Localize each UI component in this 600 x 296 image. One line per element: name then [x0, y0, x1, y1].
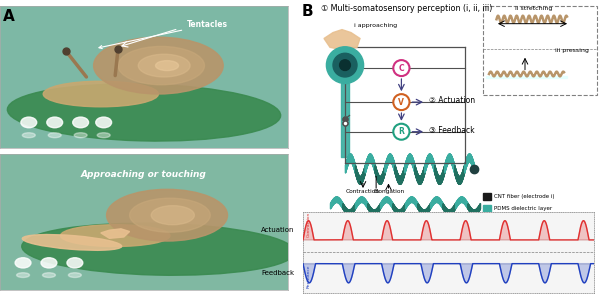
Text: Actuation: Actuation [261, 227, 294, 233]
Text: ① Multi-somatosensory perception (i, ii, iii): ① Multi-somatosensory perception (i, ii,… [321, 4, 493, 13]
Ellipse shape [22, 223, 295, 275]
Ellipse shape [43, 81, 158, 107]
Text: Tentacles: Tentacles [99, 20, 228, 49]
Ellipse shape [22, 133, 35, 138]
Ellipse shape [7, 84, 281, 141]
Ellipse shape [97, 133, 110, 138]
Circle shape [333, 53, 357, 77]
Text: B: B [302, 4, 313, 20]
Text: |: | [373, 176, 378, 189]
Text: PDMS dielectric layer: PDMS dielectric layer [494, 206, 553, 211]
Ellipse shape [118, 46, 205, 85]
Bar [486, 76, 567, 78]
Ellipse shape [43, 273, 55, 277]
Text: ③ Feedback: ③ Feedback [429, 126, 475, 135]
Text: Approaching or touching: Approaching or touching [81, 170, 207, 179]
Text: ② Actuation: ② Actuation [429, 96, 475, 105]
Text: V: V [398, 98, 404, 107]
Text: Elongation: Elongation [373, 189, 404, 194]
Ellipse shape [74, 133, 87, 138]
Text: ii stretching: ii stretching [515, 6, 553, 11]
Circle shape [394, 60, 409, 76]
Ellipse shape [61, 225, 170, 247]
Circle shape [340, 60, 350, 70]
Circle shape [394, 94, 409, 110]
Ellipse shape [96, 117, 112, 128]
Text: CNT fiber (electrode i): CNT fiber (electrode i) [494, 194, 555, 199]
Bar [483, 205, 491, 212]
Ellipse shape [73, 117, 89, 128]
Ellipse shape [15, 258, 31, 268]
Text: Contraction: Contraction [307, 211, 310, 237]
Ellipse shape [94, 37, 223, 94]
Text: PAN nanofibers: PAN nanofibers [494, 218, 536, 223]
Ellipse shape [21, 117, 37, 128]
Ellipse shape [47, 117, 62, 128]
Text: Resistance: Resistance [307, 264, 310, 288]
Bar [483, 193, 491, 200]
Text: Contraction: Contraction [346, 189, 380, 194]
Circle shape [394, 124, 409, 140]
Ellipse shape [68, 273, 82, 277]
Text: Feedback: Feedback [261, 270, 294, 276]
Bar [483, 217, 491, 224]
Circle shape [326, 47, 364, 83]
Text: MXene/CNT (electrode ii): MXene/CNT (electrode ii) [494, 230, 562, 235]
Ellipse shape [41, 258, 57, 268]
Polygon shape [101, 229, 130, 238]
Text: iii pressing: iii pressing [555, 48, 589, 53]
Ellipse shape [138, 54, 190, 77]
Ellipse shape [107, 189, 227, 241]
Ellipse shape [151, 206, 194, 225]
Ellipse shape [22, 234, 122, 250]
Text: i approaching: i approaching [354, 22, 397, 28]
Ellipse shape [48, 133, 61, 138]
Ellipse shape [17, 273, 29, 277]
Text: C: C [398, 64, 404, 73]
Polygon shape [324, 30, 360, 50]
Ellipse shape [67, 258, 83, 268]
Ellipse shape [155, 61, 179, 70]
Text: R: R [398, 127, 404, 136]
Bar [483, 229, 491, 236]
Ellipse shape [130, 198, 210, 232]
Text: A: A [3, 9, 15, 24]
FancyBboxPatch shape [483, 6, 597, 95]
